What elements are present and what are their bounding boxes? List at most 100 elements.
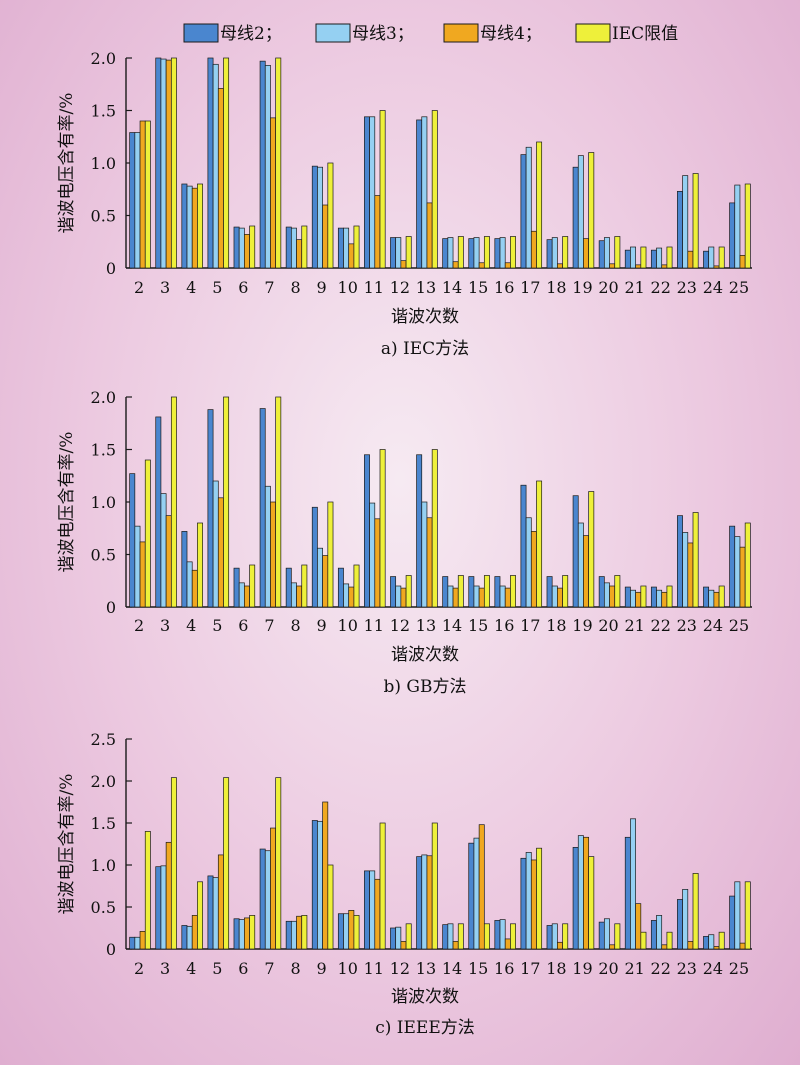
- bar-limit-h11: [379, 449, 386, 608]
- bar-bus3-h14: [447, 585, 454, 608]
- bar-bus2-h14: [442, 576, 449, 608]
- bar-limit-h19: [588, 491, 595, 608]
- bar-bus4-h2: [139, 120, 146, 269]
- y-tick-label: 0: [106, 598, 116, 617]
- bar-bus2-h25: [729, 895, 736, 950]
- x-tick-label: 20: [598, 959, 618, 978]
- bar-limit-h9: [327, 162, 334, 269]
- bar-limit-h13: [431, 449, 438, 608]
- bar-bus3-h7: [264, 485, 271, 608]
- bar-limit-h25: [744, 522, 751, 608]
- bar-limit-h10: [353, 564, 360, 608]
- bar-bus4-h10: [348, 243, 355, 269]
- bar-limit-h5: [223, 396, 230, 608]
- x-tick-label: 11: [364, 278, 384, 297]
- bar-limit-h23: [692, 512, 699, 608]
- bar-bus2-h23: [677, 515, 683, 608]
- bar-bus4-h8: [296, 585, 303, 608]
- bar-limit-h22: [666, 246, 673, 269]
- bar-bus2-h3: [155, 866, 162, 950]
- bar-bus2-h15: [468, 238, 475, 269]
- x-tick-label: 7: [264, 278, 274, 297]
- bar-bus4-h5: [217, 88, 224, 269]
- bar-bus4-h3: [165, 515, 172, 608]
- bar-bus3-h23: [682, 889, 689, 950]
- bar-bus3-h25: [734, 536, 741, 608]
- bar-bus3-h8: [290, 582, 297, 608]
- x-tick-label: 16: [494, 959, 514, 978]
- y-tick-label: 2.0: [91, 772, 116, 791]
- x-tick-label: 9: [317, 278, 327, 297]
- legend-item-bus2: 母线2；: [183, 23, 282, 44]
- x-tick-label: 22: [651, 959, 671, 978]
- bar-bus3-h22: [656, 915, 663, 950]
- bar-bus2-h7: [259, 60, 266, 269]
- bar-limit-h17: [536, 480, 543, 608]
- bar-bus4-h13: [426, 855, 433, 950]
- bar-bus4-h7: [270, 117, 277, 269]
- bar-bus3-h21: [630, 818, 636, 950]
- bar-limit-h9: [327, 864, 334, 950]
- x-tick-label: 22: [651, 278, 671, 297]
- bar-bus4-h5: [217, 497, 224, 608]
- bar-bus4-h23: [687, 250, 694, 269]
- bar-bus4-h23: [687, 941, 694, 950]
- bar-bus2-h14: [442, 924, 449, 950]
- bar-bus3-h2: [134, 936, 141, 950]
- bar-bus2-h15: [468, 842, 475, 950]
- x-tick-label: 24: [703, 616, 723, 635]
- x-tick-label: 24: [703, 278, 723, 297]
- bar-limit-h7: [275, 777, 282, 950]
- bar-bus3-h5: [212, 63, 219, 269]
- x-tick-label: 21: [624, 959, 644, 978]
- bar-bus4-h9: [322, 555, 329, 608]
- bar-limit-h24: [718, 246, 725, 269]
- bar-bus3-h16: [499, 585, 506, 608]
- bar-bus3-h13: [421, 116, 428, 269]
- bar-bus2-h20: [598, 240, 605, 269]
- bar-bus4-h17: [530, 859, 537, 950]
- x-tick-label: 6: [238, 278, 248, 297]
- bar-bus3-h17: [525, 146, 532, 269]
- x-tick-label: 4: [186, 278, 196, 297]
- x-tick-label: 18: [546, 278, 566, 297]
- bar-bus2-h24: [703, 250, 710, 269]
- bar-bus4-h22: [661, 944, 668, 950]
- bar-bus3-h22: [656, 589, 663, 608]
- y-tick-label: 1.0: [91, 154, 116, 173]
- bar-bus4-h3: [165, 59, 172, 269]
- bar-bus4-h13: [426, 517, 433, 608]
- bar-bus4-h20: [609, 585, 616, 608]
- bar-bus3-h19: [577, 835, 584, 950]
- bar-bus3-h15: [473, 237, 480, 269]
- bar-limit-h17: [536, 847, 543, 950]
- bar-bus3-h18: [551, 923, 558, 950]
- chart-caption: b) GB方法: [384, 677, 467, 697]
- bar-limit-h9: [327, 501, 334, 608]
- x-tick-label: 7: [264, 616, 274, 635]
- bar-bus2-h19: [572, 166, 579, 269]
- bar-bus3-h13: [421, 501, 428, 608]
- x-tick-label: 23: [677, 959, 697, 978]
- bar-bus4-h22: [661, 264, 668, 269]
- bar-bus4-h24: [713, 265, 720, 269]
- bar-bus2-h11: [364, 116, 370, 269]
- bar-bus2-h17: [520, 484, 527, 608]
- x-tick-label: 4: [186, 959, 196, 978]
- bar-bus3-h24: [708, 934, 715, 950]
- bar-bus2-h6: [233, 918, 240, 950]
- x-tick-label: 13: [416, 616, 436, 635]
- bar-bus2-h25: [729, 202, 736, 269]
- bar-bus3-h10: [343, 913, 350, 950]
- bar-bus3-h8: [290, 920, 297, 950]
- bar-bus4-h5: [217, 854, 224, 950]
- x-tick-label: 19: [572, 616, 592, 635]
- x-tick-label: 15: [468, 616, 488, 635]
- x-tick-label: 16: [494, 278, 514, 297]
- bar-bus3-h17: [525, 517, 532, 608]
- x-tick-label: 19: [572, 278, 592, 297]
- bar-bus3-h24: [708, 246, 715, 269]
- bar-bus2-h20: [598, 576, 605, 608]
